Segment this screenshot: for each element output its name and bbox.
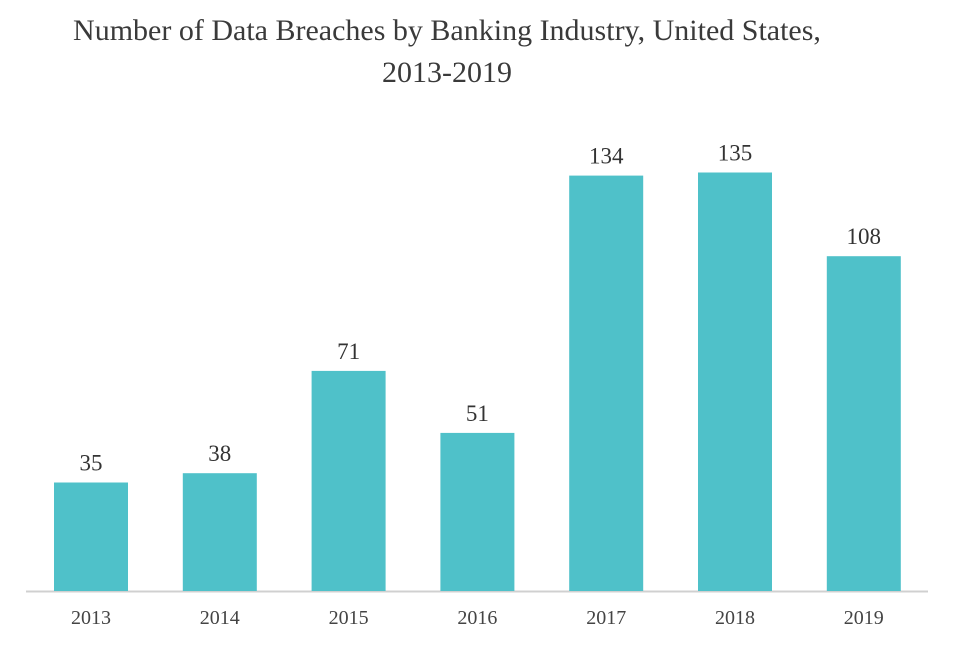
chart-title: Number of Data Breaches by Banking Indus… <box>0 10 894 94</box>
data-label-2017: 134 <box>589 144 624 169</box>
x-tick-label-2015: 2015 <box>329 607 369 629</box>
bar-2017 <box>569 175 644 591</box>
data-label-2014: 38 <box>208 441 231 466</box>
x-tick-label-2017: 2017 <box>586 607 626 629</box>
bar-2018 <box>698 172 772 591</box>
x-tick-label-2013: 2013 <box>71 607 111 629</box>
bar-2014 <box>182 473 257 591</box>
data-label-2016: 51 <box>466 401 489 426</box>
chart-title-line-1: Number of Data Breaches by Banking Indus… <box>73 14 821 47</box>
data-label-2018: 135 <box>718 141 753 166</box>
x-tick-label-2018: 2018 <box>715 607 755 629</box>
data-label-2019: 108 <box>847 224 882 249</box>
bar-2013 <box>54 482 128 591</box>
data-label-2013: 35 <box>80 451 103 476</box>
bar-2016 <box>440 432 515 591</box>
bar-2015 <box>311 370 386 591</box>
x-tick-label-2019: 2019 <box>844 607 884 629</box>
x-tick-label-2016: 2016 <box>457 607 497 629</box>
chart-title-line-2: 2013-2019 <box>382 56 512 89</box>
x-tick-label-2014: 2014 <box>200 607 240 629</box>
data-label-2015: 71 <box>337 339 360 364</box>
bar-2019 <box>826 256 901 591</box>
